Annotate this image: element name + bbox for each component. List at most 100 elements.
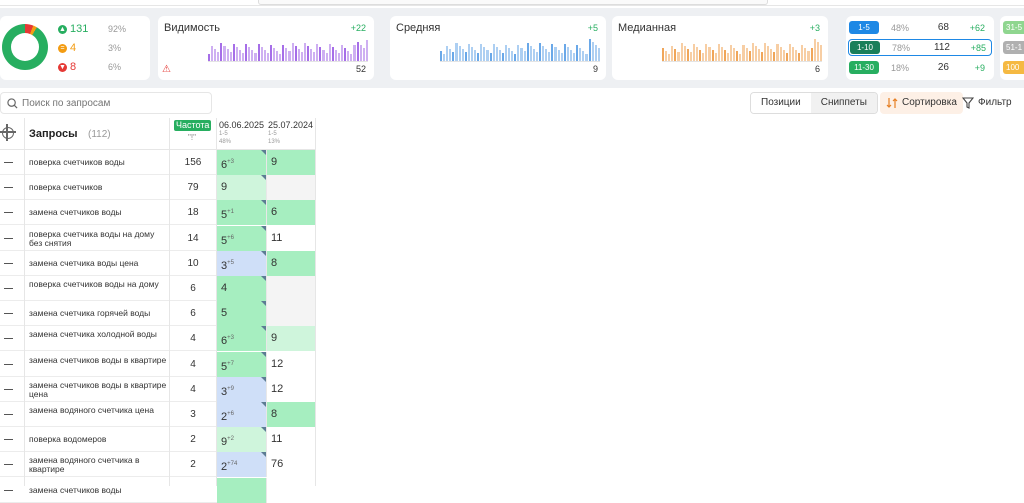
- table-row[interactable]: поверка счетчиков воды 156 6+3 9: [0, 150, 316, 175]
- top-scroll-bar[interactable]: [258, 0, 768, 5]
- table-row[interactable]: замена счетчиков воды в квартире цена 4 3+…: [0, 376, 316, 402]
- table-row[interactable]: замена счетчиков воды в квартире 4 5+7 12: [0, 351, 316, 377]
- position-cell[interactable]: 5+6: [217, 225, 266, 251]
- position-cell[interactable]: 11: [266, 427, 316, 453]
- position-cell[interactable]: 5+7: [217, 351, 266, 377]
- position-cell[interactable]: 76: [266, 452, 316, 478]
- metric-card[interactable]: Медианная +3 6: [612, 16, 828, 80]
- tab-snippets[interactable]: Сниппеты: [810, 93, 877, 113]
- table-row[interactable]: замена счетчика холодной воды 4 6+3 9: [0, 326, 316, 352]
- row-collapse-icon[interactable]: [4, 414, 13, 415]
- row-collapse-icon[interactable]: [4, 262, 13, 264]
- sparkline-bar: [692, 43, 696, 61]
- search-input[interactable]: [22, 97, 202, 109]
- position-cell[interactable]: 6: [266, 200, 316, 226]
- range-delta: +9: [974, 62, 985, 73]
- row-collapse-icon[interactable]: [4, 288, 13, 289]
- range-label[interactable]: 51-1: [1003, 41, 1024, 54]
- table-row[interactable]: замена водяного счетчика в квартире 2 2+74…: [0, 452, 316, 478]
- table-row[interactable]: поверка счетчика воды на дому без снятия…: [0, 225, 316, 251]
- position-cell[interactable]: 5: [217, 301, 266, 327]
- sparkline-bar: [773, 52, 776, 61]
- metric-card[interactable]: Видимость +22 52 ⚠: [158, 16, 374, 80]
- table-row[interactable]: замена счетчика воды цена 10 3+5 8: [0, 250, 316, 276]
- row-collapse-icon[interactable]: [4, 489, 13, 491]
- position-cell[interactable]: 3+9: [217, 376, 266, 402]
- row-collapse-icon[interactable]: [4, 162, 13, 163]
- sparkline-bar: [257, 44, 260, 61]
- filter-button[interactable]: Фильтр: [962, 92, 1012, 114]
- position-cell[interactable]: 12: [266, 376, 316, 402]
- position-cell[interactable]: 8: [266, 250, 316, 276]
- position-value: 76: [271, 458, 284, 471]
- search-box[interactable]: [0, 92, 212, 114]
- top-strip: [0, 0, 1024, 6]
- range-label[interactable]: 31-5: [1003, 21, 1024, 34]
- row-collapse-icon[interactable]: [4, 388, 13, 390]
- position-delta: +7: [227, 360, 234, 367]
- row-collapse-icon[interactable]: [4, 363, 13, 365]
- position-cell[interactable]: 9: [266, 326, 316, 352]
- range-row[interactable]: 11-30 18% 26 +9: [848, 59, 992, 76]
- position-cell[interactable]: 9: [217, 175, 266, 201]
- row-collapse-icon[interactable]: [4, 237, 13, 239]
- position-cell[interactable]: [266, 477, 316, 503]
- position-cell[interactable]: 9+2: [217, 427, 266, 453]
- sparkline-bar: [260, 47, 263, 61]
- tab-positions[interactable]: Позиции: [751, 93, 811, 113]
- position-cell[interactable]: 4: [217, 276, 266, 301]
- sparkline-bar: [214, 48, 217, 61]
- table-row[interactable]: замена счетчиков воды 18 5+1 6: [0, 200, 316, 226]
- sparkline-bar: [764, 43, 767, 61]
- table-row[interactable]: поверка водомеров 2 9+2 11: [0, 427, 316, 453]
- date-column-1[interactable]: 06.06.2025 1-5 48%: [219, 120, 264, 146]
- row-collapse-icon[interactable]: [4, 439, 13, 441]
- row-collapse-icon[interactable]: [4, 313, 13, 315]
- table-row[interactable]: поверка счетчиков 79 9: [0, 175, 316, 201]
- divider-freq: [216, 118, 217, 486]
- date-column-2-range: 1-5: [268, 131, 277, 137]
- position-cell[interactable]: 11: [266, 225, 316, 251]
- position-cell[interactable]: 3+5: [217, 250, 266, 276]
- position-cell[interactable]: [217, 477, 266, 503]
- table-row[interactable]: замена водяного счетчика цена 3 2+6 8: [0, 402, 316, 427]
- position-cell[interactable]: 2+74: [217, 452, 266, 478]
- position-cell[interactable]: 9: [266, 150, 316, 175]
- position-cell[interactable]: 6+3: [217, 150, 266, 175]
- range-percent: 78%: [891, 42, 910, 53]
- position-cell[interactable]: [266, 276, 316, 301]
- row-collapse-icon[interactable]: [4, 464, 13, 466]
- range-row[interactable]: 1-5 48% 68 +62: [848, 19, 992, 36]
- table-row[interactable]: замена счетчиков воды: [0, 477, 316, 503]
- position-cell[interactable]: 8: [266, 402, 316, 427]
- frequency-header[interactable]: Частота: [174, 120, 212, 131]
- row-collapse-icon[interactable]: [4, 338, 13, 340]
- sparkline-bar: [816, 42, 819, 61]
- sparkline-bar: [282, 45, 285, 61]
- ranges-card: 1-5 48% 68 +62 1-10 78% 112 +85 11-30 18% 26 +9: [846, 16, 994, 80]
- position-cell[interactable]: [266, 301, 316, 327]
- corner-marker-icon: [261, 150, 266, 155]
- sparkline-bar: [539, 43, 542, 61]
- stat-row: = 4 3%: [58, 41, 148, 55]
- range-row[interactable]: 1-10 78% 112 +85: [848, 39, 992, 56]
- position-cell[interactable]: 2+6: [217, 402, 266, 427]
- position-cell[interactable]: [266, 175, 316, 201]
- metric-card[interactable]: Средняя +5 9: [390, 16, 606, 80]
- position-cell[interactable]: 5+1: [217, 200, 266, 226]
- position-cell[interactable]: 6+3: [217, 326, 266, 352]
- row-collapse-icon[interactable]: [4, 187, 13, 189]
- row-collapse-icon[interactable]: [4, 212, 13, 214]
- table-row[interactable]: поверка счетчиков воды на дому 6 4: [0, 276, 316, 301]
- date-column-2[interactable]: 25.07.2024 1-5 13%: [268, 120, 313, 146]
- sparkline-bar: [705, 43, 708, 61]
- table-row[interactable]: замена счетчика горячей воды 6 5: [0, 301, 316, 327]
- sparkline-bar: [711, 49, 714, 61]
- sort-button[interactable]: Сортировка: [880, 92, 963, 114]
- range-label[interactable]: 100: [1003, 61, 1024, 74]
- crosshair-icon[interactable]: [0, 124, 16, 141]
- sparkline-bar: [714, 52, 717, 61]
- equal-icon: =: [58, 43, 67, 53]
- range-delta: +85: [970, 42, 986, 53]
- position-cell[interactable]: 12: [266, 351, 316, 377]
